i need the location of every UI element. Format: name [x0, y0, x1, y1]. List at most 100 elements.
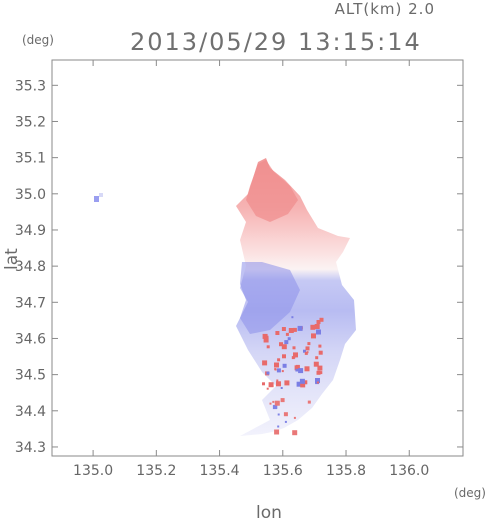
x-tick-label: 136.0 — [389, 463, 429, 479]
y-tick-label: 35.3 — [15, 78, 46, 94]
echo-speckle — [300, 382, 306, 388]
x-axis-unit: (deg) — [454, 486, 486, 500]
x-tick-label: 135.4 — [200, 463, 240, 479]
echo-speckle — [314, 324, 320, 329]
echo-speckle — [315, 378, 320, 383]
echo-speckle — [272, 400, 275, 403]
echo-speckle — [311, 333, 316, 339]
y-tick-label: 34.4 — [15, 404, 46, 420]
echo-speckle — [316, 320, 321, 324]
y-tick-label: 34.9 — [15, 223, 46, 239]
echo-speckle — [319, 317, 324, 322]
echo-speckle — [266, 387, 269, 390]
echo-speckle — [284, 340, 289, 345]
echo-speckle — [316, 381, 319, 384]
north-red-core — [246, 160, 298, 222]
echo-speckle — [283, 412, 288, 417]
y-tick-label: 34.3 — [15, 440, 46, 456]
echo-speckle — [303, 349, 306, 353]
echo-speckle — [262, 360, 268, 366]
echo-speckle — [282, 354, 286, 359]
x-tick-label: 135.0 — [73, 463, 113, 479]
x-tick-label: 135.8 — [326, 463, 366, 479]
y-axis-unit: (deg) — [22, 33, 54, 47]
echo-speckle — [280, 387, 283, 389]
echo-speckle — [295, 368, 299, 372]
echo-speckle — [304, 351, 308, 355]
echo-speckle — [317, 365, 323, 371]
y-tick-label: 35.1 — [15, 151, 46, 167]
echo-speckle — [318, 344, 322, 348]
echo-speckle — [284, 420, 287, 423]
echo-speckle — [305, 346, 310, 351]
echo-speckle — [293, 356, 296, 359]
echo-speckle — [316, 370, 321, 375]
echo-speckle — [276, 381, 281, 387]
echo-speckle — [291, 316, 294, 319]
echo-speckle — [299, 378, 305, 384]
echo-speckle — [293, 352, 298, 358]
echo-speckle — [274, 400, 280, 406]
x-axis-ticks: 135.0 135.2 135.4 135.6 135.8 136.0 — [73, 60, 429, 479]
echo-speckle — [277, 358, 281, 362]
echo-speckle — [315, 356, 319, 360]
echo-speckle — [281, 344, 287, 350]
echo-speckle — [276, 379, 279, 382]
echo-speckle — [307, 342, 311, 346]
echo-speckle — [293, 416, 296, 419]
blue-core — [240, 262, 300, 334]
echo-speckle — [313, 361, 319, 367]
echo-speckle — [274, 368, 277, 371]
echo-speckle — [319, 371, 323, 375]
echo-speckle — [262, 382, 265, 386]
echo-speckle — [275, 331, 280, 335]
echo-speckle — [287, 337, 291, 341]
timestamp-title: 2013/05/29 13:15:14 — [130, 28, 422, 56]
echo-speckle — [266, 371, 270, 375]
x-tick-label: 135.6 — [263, 463, 303, 479]
echo-speckle — [266, 345, 270, 349]
echo-speckle — [304, 366, 310, 372]
y-tick-label: 34.8 — [15, 259, 46, 275]
echo-speckle — [292, 430, 298, 436]
echo-speckle — [276, 368, 281, 373]
echo-speckle — [292, 346, 296, 350]
echo-speckle — [303, 380, 308, 385]
echo-speckle — [288, 328, 294, 333]
x-tick-label: 135.2 — [136, 463, 176, 479]
echo-speckle — [279, 342, 283, 347]
echo-speckle — [263, 337, 269, 343]
echo-speckle — [281, 327, 286, 331]
x-axis-label: lon — [256, 503, 282, 523]
echo-speckle — [277, 425, 280, 428]
echo-speckle — [269, 402, 272, 405]
y-tick-label: 35.2 — [15, 114, 46, 130]
red-speckle-cluster — [262, 316, 324, 436]
isolated-echo — [94, 196, 99, 202]
y-axis-ticks: 34.3 34.4 34.5 34.6 34.7 34.8 34.9 35.0 35.1 35.2… — [15, 78, 463, 456]
altitude-label: ALT(km) 2.0 — [334, 0, 435, 18]
echo-speckle — [297, 325, 303, 331]
echo-speckle — [284, 380, 290, 386]
plot-frame — [51, 59, 464, 457]
echo-speckle — [281, 370, 284, 373]
echo-speckle — [268, 382, 274, 388]
echo-speckle — [316, 329, 321, 335]
y-tick-label: 34.5 — [15, 368, 46, 384]
y-tick-label: 35.0 — [15, 187, 46, 203]
echo-speckle — [307, 400, 311, 404]
echo-speckle — [310, 324, 316, 330]
echo-speckle — [318, 350, 323, 355]
echo-speckle — [292, 327, 297, 332]
echo-speckle — [282, 363, 287, 368]
echo-speckle — [272, 405, 277, 410]
echo-speckle — [277, 413, 280, 416]
y-tick-label: 34.7 — [15, 295, 46, 311]
y-tick-label: 34.6 — [15, 331, 46, 347]
echo-speckle — [276, 363, 279, 366]
echo-speckle — [280, 398, 285, 403]
echo-speckle — [262, 333, 268, 339]
echo-speckle — [295, 364, 300, 369]
echo-speckle — [298, 368, 304, 374]
